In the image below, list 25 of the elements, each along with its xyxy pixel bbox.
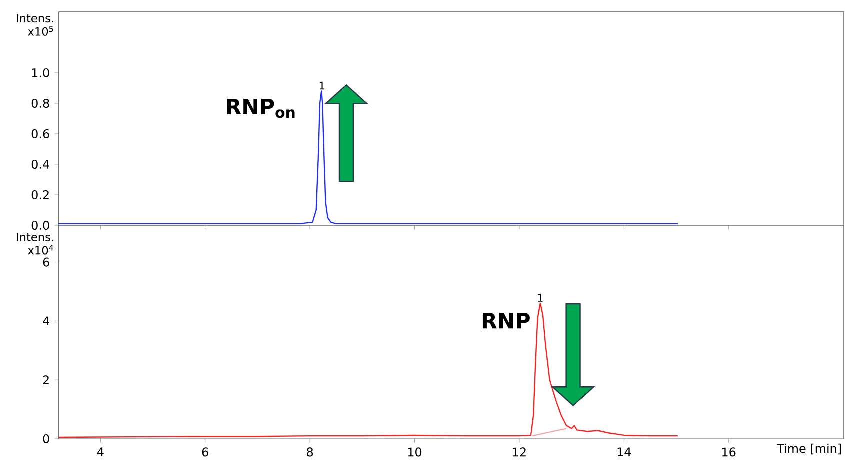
annotation: RNP$_{on}$ xyxy=(227,98,295,118)
y-tick-label: 0.8 xyxy=(32,98,50,108)
x-tick-label: 4 xyxy=(97,448,104,456)
y-axis-title: Intens. x10$^{5}$ xyxy=(17,14,54,36)
x-axis-title: Time [min] xyxy=(777,444,842,455)
x-tick-label: 8 xyxy=(307,448,314,457)
x-tick-label: 16 xyxy=(722,448,736,457)
y-tick-label: 0 xyxy=(43,434,50,444)
y-tick-label: 4 xyxy=(43,316,50,326)
annotation: 1 xyxy=(320,82,324,90)
x-tick-label: 14 xyxy=(618,448,632,456)
annotation: RNP xyxy=(482,312,530,328)
y-tick-label: 2 xyxy=(43,376,49,384)
y-tick-label: 0.2 xyxy=(32,190,49,200)
x-tick-label: 12 xyxy=(513,448,526,456)
y-tick-label: 0.6 xyxy=(32,129,50,138)
annotation: 1 xyxy=(538,294,543,302)
y-tick-label: 0.4 xyxy=(32,160,50,169)
y-tick-label: 0.0 xyxy=(32,220,50,230)
y-tick-label: 6 xyxy=(43,258,50,267)
y-tick-label: 1.0 xyxy=(32,68,50,78)
x-tick-label: 10 xyxy=(408,448,422,457)
y-axis-title: Intens. x10$^{4}$ xyxy=(17,232,54,255)
x-tick-label: 6 xyxy=(202,448,208,457)
line-series xyxy=(58,302,679,438)
